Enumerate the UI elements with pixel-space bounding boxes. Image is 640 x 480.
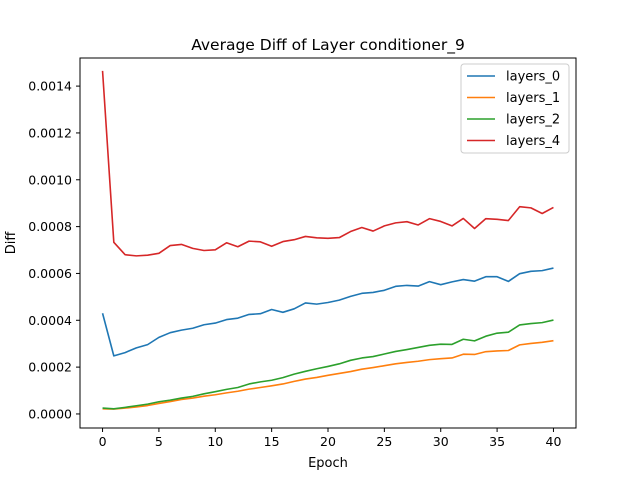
- x-tick-label: 5: [155, 434, 163, 449]
- x-tick-label: 20: [320, 434, 336, 449]
- plot-lines: [101, 70, 554, 410]
- x-axis-ticks: 0 5 10 15 20 25 30 35 40: [99, 428, 562, 449]
- y-axis-ticks: 0.0000 0.0002 0.0004 0.0006 0.0008 0.0010 0.00…: [28, 79, 80, 421]
- x-tick-label: 30: [433, 434, 449, 449]
- y-tick-label: 0.0000: [28, 406, 72, 421]
- legend-label: layers_2: [506, 113, 560, 128]
- x-tick-label: 40: [546, 434, 562, 449]
- x-tick-label: 35: [489, 434, 505, 449]
- x-tick-label: 25: [376, 434, 392, 449]
- x-tick-label: 15: [264, 434, 280, 449]
- series-line-layers-1: [102, 339, 554, 410]
- y-tick-label: 0.0002: [28, 360, 72, 375]
- plot-frame: [79, 57, 577, 429]
- y-tick-label: 0.0008: [28, 219, 72, 234]
- chart-title: Average Diff of Layer conditioner_9: [191, 36, 465, 55]
- x-axis-label: Epoch: [308, 456, 348, 471]
- series-line-layers-4: [101, 70, 554, 257]
- series-line-layers-2: [102, 319, 554, 410]
- y-tick-label: 0.0010: [28, 172, 72, 187]
- y-tick-label: 0.0014: [28, 79, 72, 94]
- x-tick-label: 10: [207, 434, 223, 449]
- y-tick-label: 0.0012: [28, 125, 72, 140]
- legend-label: layers_4: [506, 134, 560, 149]
- y-tick-label: 0.0004: [28, 313, 72, 328]
- legend-label: layers_1: [506, 91, 560, 106]
- legend: layers_0 layers_1 layers_2 layers_4: [460, 63, 570, 154]
- legend-label: layers_0: [506, 70, 560, 85]
- x-tick-label: 0: [99, 434, 107, 449]
- series-line-layers-0: [101, 267, 554, 357]
- legend-frame: [460, 63, 570, 154]
- y-axis-label: Diff: [4, 231, 19, 255]
- y-tick-label: 0.0006: [28, 266, 72, 281]
